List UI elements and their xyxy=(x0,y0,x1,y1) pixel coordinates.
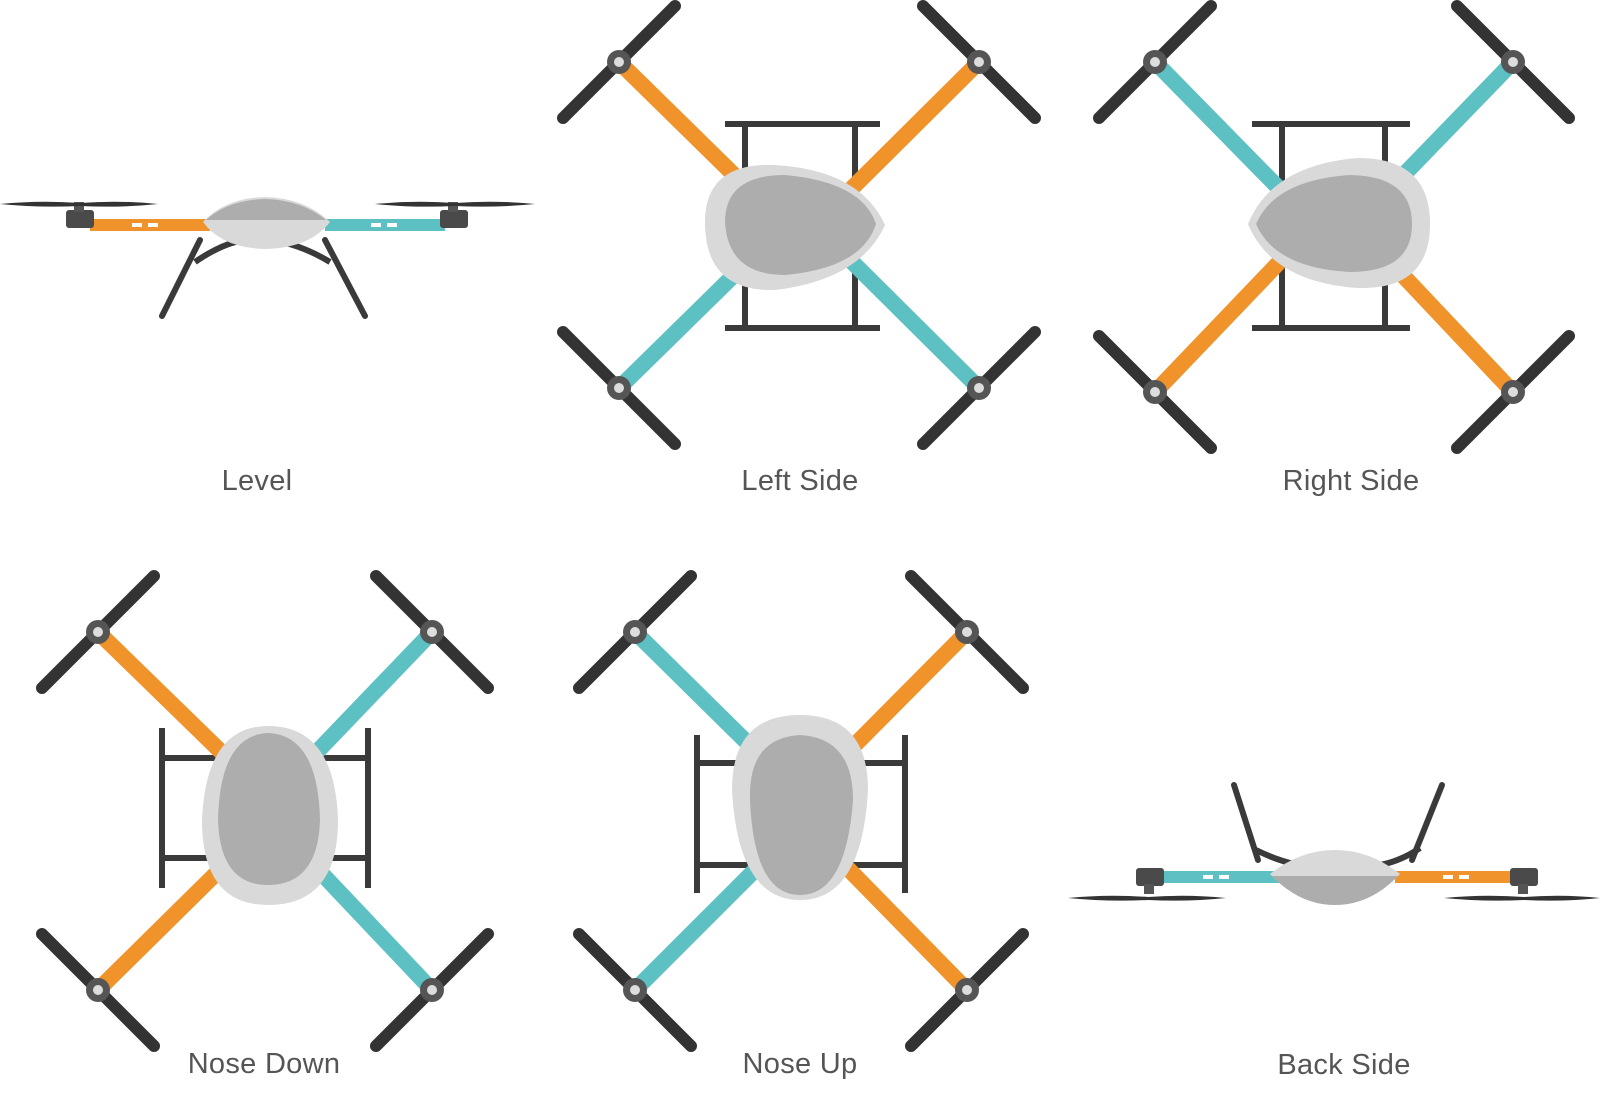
drone-left-side-view xyxy=(563,6,1035,444)
drone-right-side-view xyxy=(1099,6,1569,448)
label-nose-down: Nose Down xyxy=(187,1048,341,1080)
label-back-side: Back Side xyxy=(1277,1049,1411,1081)
drone-nose-up-view xyxy=(579,576,1023,1046)
label-level: Level xyxy=(221,465,293,497)
label-right-side: Right Side xyxy=(1282,465,1420,497)
label-left-side: Left Side xyxy=(741,465,859,497)
drone-nose-down-view xyxy=(42,576,488,1046)
label-nose-up: Nose Up xyxy=(742,1048,858,1080)
drone-back-side-view xyxy=(1068,782,1600,905)
drone-level-view xyxy=(0,197,535,319)
